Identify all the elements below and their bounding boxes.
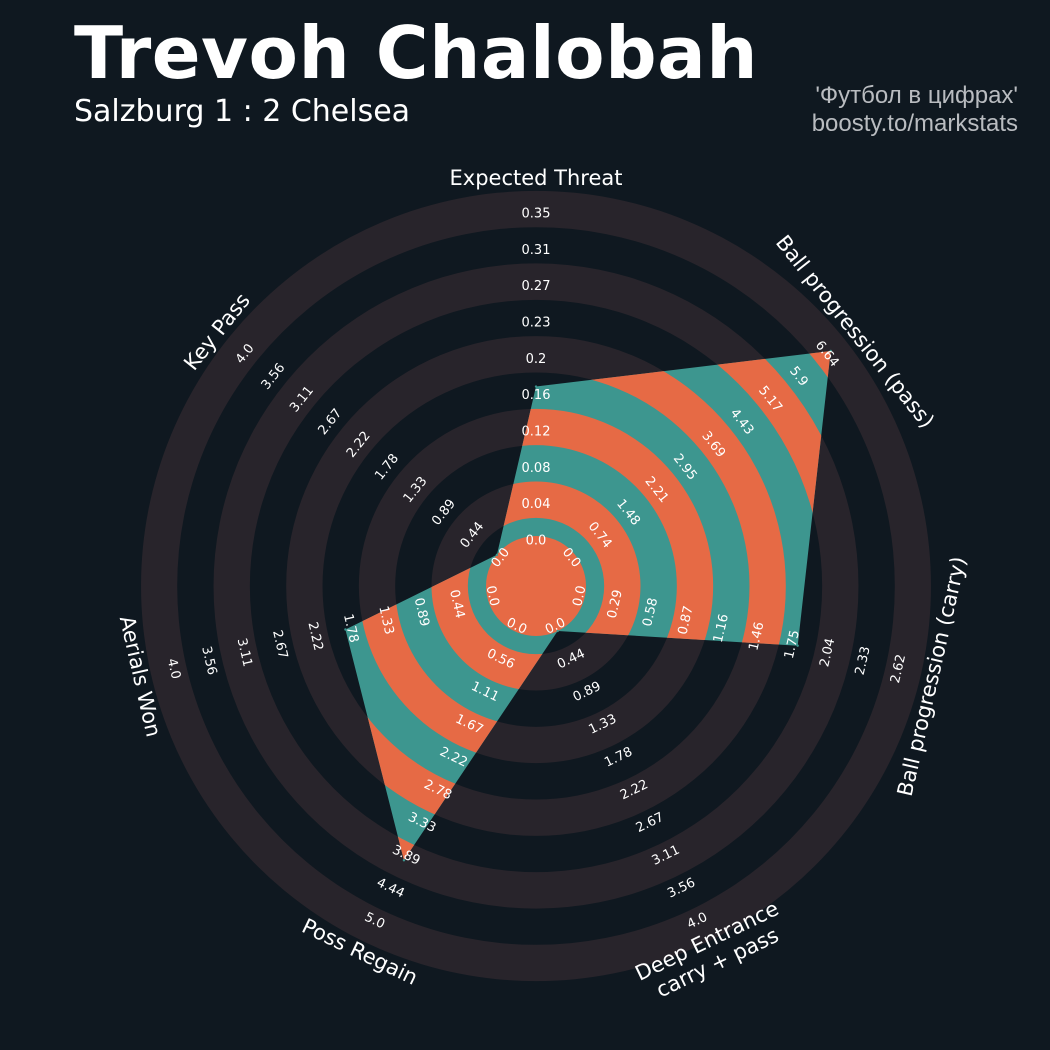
tick-label: 0.29: [605, 588, 626, 620]
tick-label: 0.0: [526, 534, 547, 549]
tick-label: 1.46: [746, 621, 767, 653]
tick-label: 0.87: [676, 605, 697, 637]
tick-label: 0.0: [482, 584, 501, 608]
tick-label: 2.62: [888, 653, 909, 685]
tick-label: 3.56: [198, 645, 219, 677]
tick-label: 0.04: [522, 497, 551, 512]
tick-label: 1.16: [711, 613, 732, 645]
tick-label: 1.78: [602, 744, 635, 770]
credit-line-1: 'Футбол в цифрах': [815, 82, 1018, 109]
tick-label: 4.0: [164, 657, 183, 681]
center-disc: [486, 536, 586, 636]
data-point-4: [402, 859, 406, 862]
param-label: Expected Threat: [450, 166, 623, 190]
match-subtitle: Salzburg 1 : 2 Chelsea: [74, 94, 411, 129]
tick-label: 0.2: [526, 352, 547, 367]
tick-label: 0.44: [446, 588, 467, 620]
data-point-1: [829, 349, 832, 353]
tick-label: 0.58: [640, 596, 661, 628]
tick-label: 0.89: [411, 596, 432, 628]
tick-label: 0.27: [522, 279, 551, 294]
data-point-5: [344, 628, 347, 631]
tick-label: 0.12: [522, 425, 551, 440]
tick-label: 1.75: [782, 629, 803, 661]
data-point-2: [796, 644, 799, 647]
tick-label: 0.23: [522, 316, 551, 331]
data-point-6: [495, 553, 499, 557]
tick-label: 2.33: [853, 645, 874, 677]
tick-label: 2.04: [817, 637, 838, 669]
tick-label: 0.31: [522, 243, 551, 258]
tick-label: 0.16: [522, 388, 551, 403]
tick-label: 3.11: [234, 637, 255, 669]
tick-label: 1.78: [340, 613, 361, 645]
tick-label: 0.35: [522, 207, 551, 222]
tick-label: 0.89: [571, 679, 604, 705]
tick-label: 2.67: [269, 629, 290, 661]
tick-label: 0.0: [570, 584, 589, 608]
tick-label: 2.22: [304, 621, 325, 653]
tick-label: 0.08: [522, 461, 551, 476]
player-title: Trevoh Chalobah: [74, 11, 758, 95]
credit-line-2: boosty.to/markstats: [811, 110, 1018, 137]
tick-label: 1.33: [375, 605, 396, 637]
data-point-3: [556, 629, 559, 633]
data-point-0: [534, 385, 538, 388]
